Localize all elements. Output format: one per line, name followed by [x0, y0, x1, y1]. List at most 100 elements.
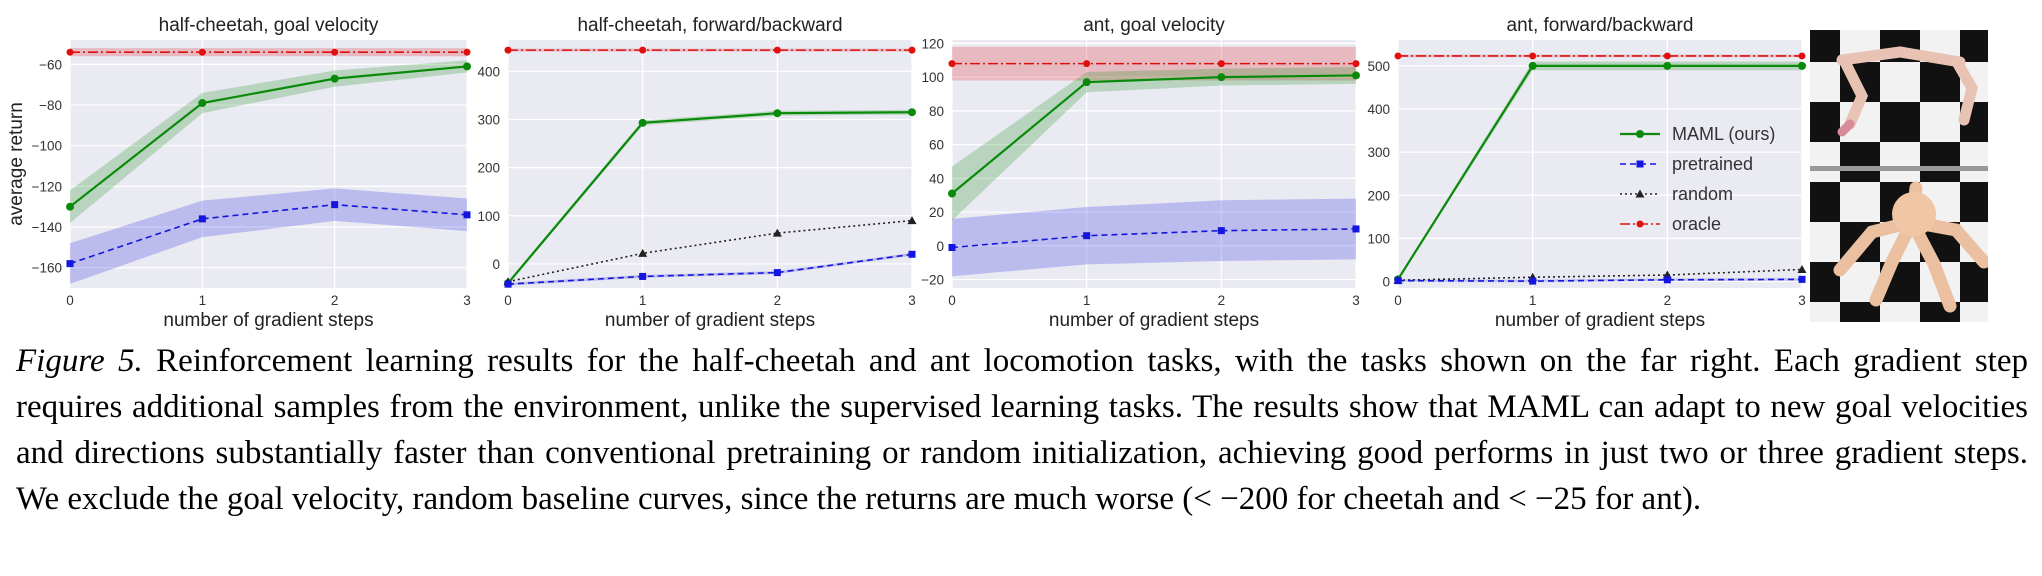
maml-point: [1352, 71, 1360, 80]
maml-point: [638, 118, 647, 127]
maml-point: [1636, 130, 1644, 138]
random-point: [638, 248, 648, 257]
pretrained-point: [504, 280, 512, 288]
caption-label: Figure 5.: [16, 343, 143, 379]
pretrained-band: [952, 198, 1356, 277]
maml-ours-line: [951, 74, 1357, 195]
oracle-point: [331, 48, 339, 56]
checker-square: [1840, 302, 1880, 322]
pretrained-point: [1217, 227, 1225, 235]
oracle-point: [1083, 60, 1091, 68]
x-tick-label: 0: [504, 293, 512, 308]
checker-square: [1880, 102, 1920, 142]
oracle-point: [1394, 52, 1402, 60]
maml-point: [948, 189, 956, 198]
y-tick-label: 400: [1367, 102, 1390, 117]
chart-title: ant, forward/backward: [1507, 15, 1694, 36]
oracle-point: [1529, 52, 1537, 60]
y-tick-label: −100: [32, 139, 62, 154]
checker-square: [2000, 62, 2040, 102]
x-tick-label: 3: [1352, 293, 1360, 308]
oracle-point: [504, 46, 512, 54]
checker-square: [1920, 142, 1960, 182]
random-point: [1797, 264, 1807, 273]
pretrained-point: [1529, 277, 1537, 285]
maml-point: [1082, 78, 1091, 87]
y-tick-label: 100: [477, 209, 500, 224]
oracle-point: [463, 48, 471, 56]
pretrained-line: [951, 228, 1357, 249]
x-axis-label: number of gradient steps: [605, 310, 815, 330]
x-tick-label: 2: [331, 293, 339, 308]
checker-square: [1960, 182, 1988, 222]
checker-square: [1810, 182, 1840, 222]
y-axis-label: average return: [6, 102, 27, 226]
checker-square: [1920, 62, 1960, 102]
maml-point: [908, 108, 916, 117]
legend-label: oracle: [1672, 214, 1721, 234]
y-tick-label: 0: [936, 239, 944, 254]
random-point: [907, 216, 917, 225]
maml-ours-band: [70, 60, 467, 223]
legend-label: MAML (ours): [1672, 124, 1775, 144]
figure-caption: Figure 5. Reinforcement learning results…: [16, 338, 2028, 522]
maml-point: [330, 74, 339, 83]
x-tick-label: 0: [948, 293, 956, 308]
x-tick-label: 1: [1083, 293, 1091, 308]
maml-point: [198, 99, 207, 108]
y-tick-label: 80: [929, 104, 944, 119]
pretrained-point: [66, 260, 74, 268]
maml-point: [1217, 73, 1226, 82]
chart-title: half-cheetah, goal velocity: [159, 15, 379, 36]
x-tick-label: 3: [908, 293, 916, 308]
x-axis-label: number of gradient steps: [163, 310, 373, 330]
y-tick-label: −80: [39, 98, 62, 113]
chart-panel-2: 0 100 200 300 400 0 1 2 3 half-cheetah, forward/b…: [477, 15, 917, 330]
maml-point: [463, 62, 471, 71]
oracle-point: [1352, 60, 1360, 68]
maml-point: [773, 109, 782, 118]
random-point: [1635, 189, 1645, 198]
oracle-point: [639, 46, 647, 54]
y-tick-label: 200: [477, 161, 500, 176]
y-tick-label: −160: [32, 261, 62, 276]
x-axis-label: number of gradient steps: [1049, 310, 1259, 330]
chart-panel-1: −160 −140 −120 −100 −80 −60 0 1 2 3 half-cheetah, …: [6, 15, 471, 330]
chart-title: half-cheetah, forward/backward: [577, 15, 842, 36]
ant-body: [1892, 192, 1936, 236]
maml-ours-band: [952, 66, 1356, 221]
y-tick-label: −120: [32, 179, 62, 194]
y-tick-label: 200: [1367, 188, 1390, 203]
maml-ours-line: [1397, 64, 1802, 280]
legend-label: random: [1672, 184, 1733, 204]
pretrained-point: [1352, 225, 1360, 233]
pretrained-point: [1394, 277, 1402, 285]
oracle-point: [1798, 52, 1806, 60]
maml-point: [1798, 61, 1806, 70]
half-cheetah-robot: [1836, 46, 1978, 137]
y-tick-label: 100: [921, 70, 944, 85]
oracle-point: [198, 48, 206, 56]
y-tick-label: −140: [32, 220, 62, 235]
maml-point: [1528, 61, 1537, 70]
x-tick-label: 1: [639, 293, 647, 308]
oracle-point: [66, 48, 74, 56]
x-tick-label: 0: [66, 293, 74, 308]
y-tick-label: 40: [929, 171, 944, 186]
checker-square: [1960, 262, 1988, 302]
pretrained-point: [1663, 276, 1671, 284]
x-tick-label: 1: [1529, 293, 1537, 308]
pretrained-point: [1083, 232, 1091, 240]
maml-ours-line: [507, 111, 913, 284]
oracle-point: [948, 60, 956, 68]
checker-square: [2000, 142, 2040, 182]
x-tick-label: 2: [1664, 293, 1672, 308]
checker-square: [2000, 302, 2040, 330]
cheetah-foot: [1837, 119, 1855, 137]
pretrained-band: [70, 188, 467, 284]
random-line: [1397, 268, 1803, 282]
checker-square: [1810, 30, 1840, 62]
y-tick-label: −60: [39, 57, 62, 72]
y-tick-label: 300: [477, 112, 500, 127]
pretrained-line: [1397, 278, 1803, 282]
